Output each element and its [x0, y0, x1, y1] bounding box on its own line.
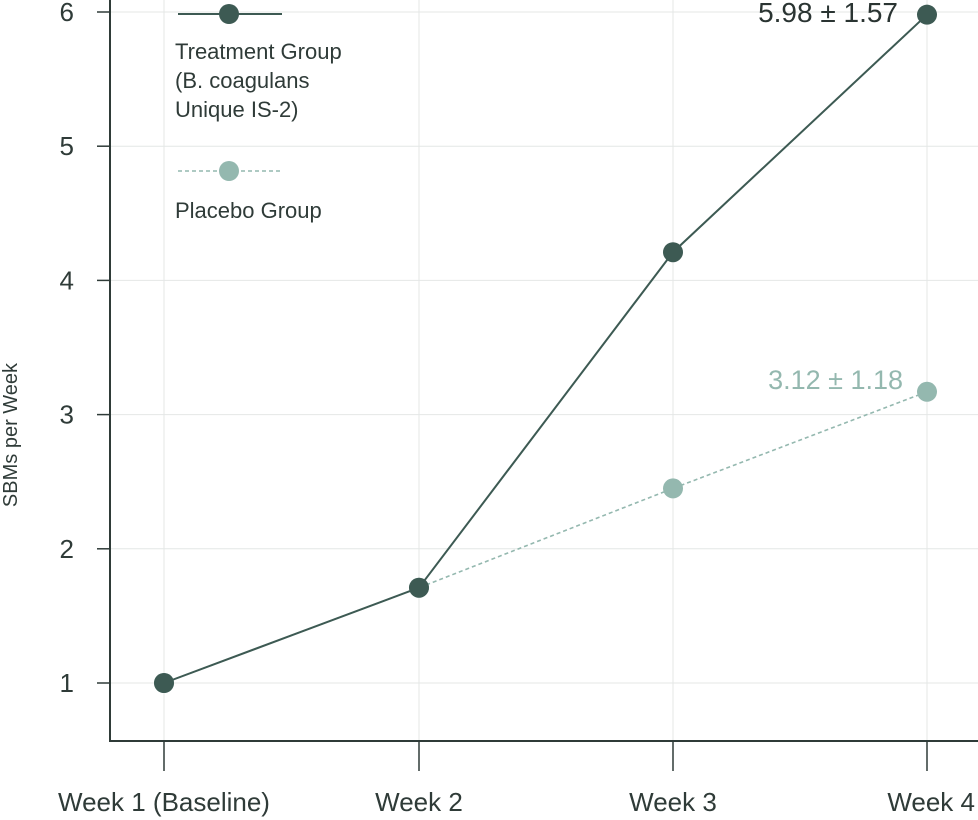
x-tick-label: Week 3	[629, 787, 717, 817]
treatment-series-line	[163, 13, 928, 684]
legend-treatment-label: (B. coagulans	[175, 68, 310, 93]
treatment-data-point	[154, 673, 174, 693]
y-tick-labels: 1 2 3 4 5 6	[60, 0, 110, 698]
legend-placebo-marker	[219, 161, 239, 181]
legend-treatment-label: Unique IS-2)	[175, 97, 299, 122]
placebo-data-point	[917, 381, 937, 402]
y-axis-label: SBMs per Week	[0, 362, 22, 507]
y-tick-label: 3	[60, 400, 74, 430]
treatment-data-point	[663, 242, 683, 263]
legend: Treatment Group (B. coagulans Unique IS-2)…	[175, 4, 342, 223]
x-tick-label: Week 4	[887, 787, 975, 817]
x-tick-label: Week 1 (Baseline)	[58, 787, 270, 817]
y-tick-label: 4	[60, 265, 74, 295]
treatment-data-point	[409, 577, 429, 598]
placebo-data-point	[663, 478, 683, 499]
series-group	[154, 4, 937, 693]
grid-lines	[110, 0, 978, 741]
treatment-data-point	[917, 4, 937, 25]
y-tick-label: 5	[60, 131, 74, 161]
legend-placebo-label: Placebo Group	[175, 198, 322, 223]
legend-treatment-label: Treatment Group	[175, 39, 342, 64]
end-value-labels: 5.98 ± 1.57 3.12 ± 1.18	[758, 0, 903, 395]
axes	[109, 0, 978, 742]
y-tick-label: 6	[60, 0, 74, 27]
x-tick-labels: Week 1 (Baseline) Week 2 Week 3 Week 4	[58, 741, 975, 817]
placebo-end-label: 3.12 ± 1.18	[768, 365, 903, 395]
treatment-end-label: 5.98 ± 1.57	[758, 0, 898, 28]
y-tick-label: 2	[60, 534, 74, 564]
legend-treatment-marker	[219, 4, 239, 24]
x-tick-label: Week 2	[375, 787, 463, 817]
y-tick-label: 1	[60, 668, 74, 698]
